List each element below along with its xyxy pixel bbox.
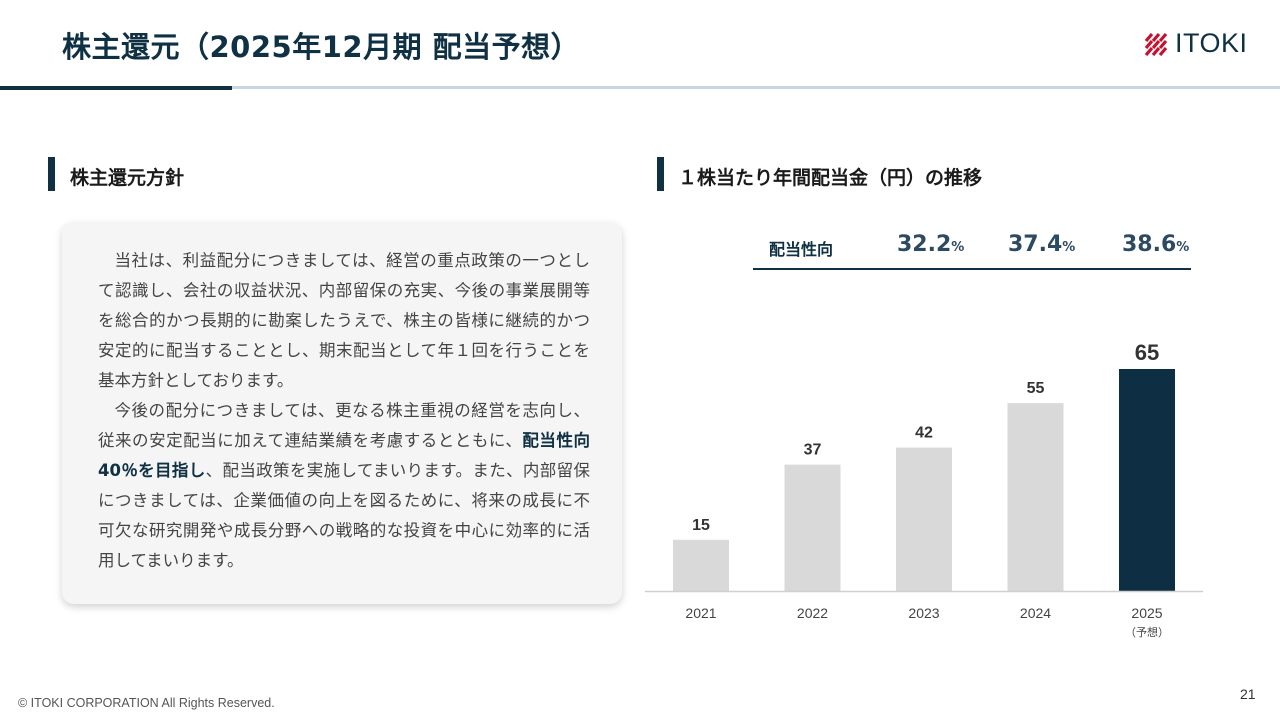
payout-ratio-2024: 37.4% (1008, 232, 1075, 257)
bar-2023 (896, 447, 952, 591)
data-label-2025: 65 (1135, 340, 1159, 365)
x-tick-label-2023: 2023 (908, 605, 939, 621)
section-title-policy: 株主還元方針 (70, 167, 185, 189)
section-title-dividend: １株当たり年間配当金（円）の推移 (678, 167, 983, 189)
x-tick-label-2021: 2021 (685, 605, 716, 621)
company-logo: ITOKI (1144, 30, 1248, 57)
bar-2022 (784, 464, 841, 591)
policy-paragraph-2-lead: 今後の配分につきましては、更なる株主重視の経営を志向し、従来の安定配当に加えて連… (98, 401, 590, 450)
data-label-2023: 42 (915, 425, 933, 442)
x-tick-label-2024: 2024 (1020, 605, 1051, 621)
payout-ratio-row: 配当性向 32.2% 37.4% 38.6% (753, 226, 1191, 270)
bar-2025 (1119, 369, 1175, 591)
policy-emphasis: 配当性向40％を目指し (98, 431, 590, 480)
x-tick-label-2025: 2025 (1131, 605, 1162, 621)
x-tick-label-2022: 2022 (797, 605, 828, 621)
data-label-2022: 37 (804, 442, 822, 459)
data-label-2024: 55 (1027, 380, 1045, 397)
policy-paragraph-2-rest: 、配当政策を実施してまいります。また、内部留保につきましては、企業価値の向上を図… (98, 461, 590, 570)
copyright-footer: © ITOKI CORPORATION All Rights Reserved. (18, 696, 275, 710)
logo-text: ITOKI (1175, 28, 1248, 58)
policy-paragraph-1: 当社は、利益配分につきましては、経営の重点政策の一つとして認識し、会社の収益状況… (98, 251, 590, 390)
header-divider-accent (0, 86, 232, 90)
payout-ratio-label: 配当性向 (769, 240, 834, 259)
page-title: 株主還元（2025年12月期 配当予想） (62, 30, 581, 64)
policy-text: 当社は、利益配分につきましては、経営の重点政策の一つとして認識し、会社の収益状況… (98, 246, 590, 576)
payout-ratio-2023-value: 32.2 (897, 232, 952, 257)
page-number: 21 (1240, 686, 1256, 702)
payout-ratio-2025: 38.6% (1122, 232, 1189, 257)
policy-paragraph-2: 今後の配分につきましては、更なる株主重視の経営を志向し、従来の安定配当に加えて連… (98, 396, 590, 576)
header-divider (0, 86, 1280, 89)
payout-ratio-2024-value: 37.4 (1008, 232, 1063, 257)
payout-ratio-2023: 32.2% (897, 232, 964, 257)
bar-2021 (673, 539, 729, 591)
policy-card: 当社は、利益配分につきましては、経営の重点政策の一つとして認識し、会社の収益状況… (62, 222, 622, 604)
payout-ratio-2025-value: 38.6 (1122, 232, 1177, 257)
section-marker-dividend (657, 157, 664, 191)
payout-ratio-2023-unit: % (951, 240, 965, 255)
logo-mark-icon (1144, 32, 1168, 56)
section-marker-policy (48, 157, 55, 191)
bar-2024 (1007, 403, 1064, 591)
payout-ratio-2025-unit: % (1176, 240, 1190, 255)
data-label-2021: 15 (692, 517, 710, 534)
payout-ratio-2024-unit: % (1062, 240, 1076, 255)
x-tick-sublabel-2025: （予想） (1125, 625, 1169, 639)
